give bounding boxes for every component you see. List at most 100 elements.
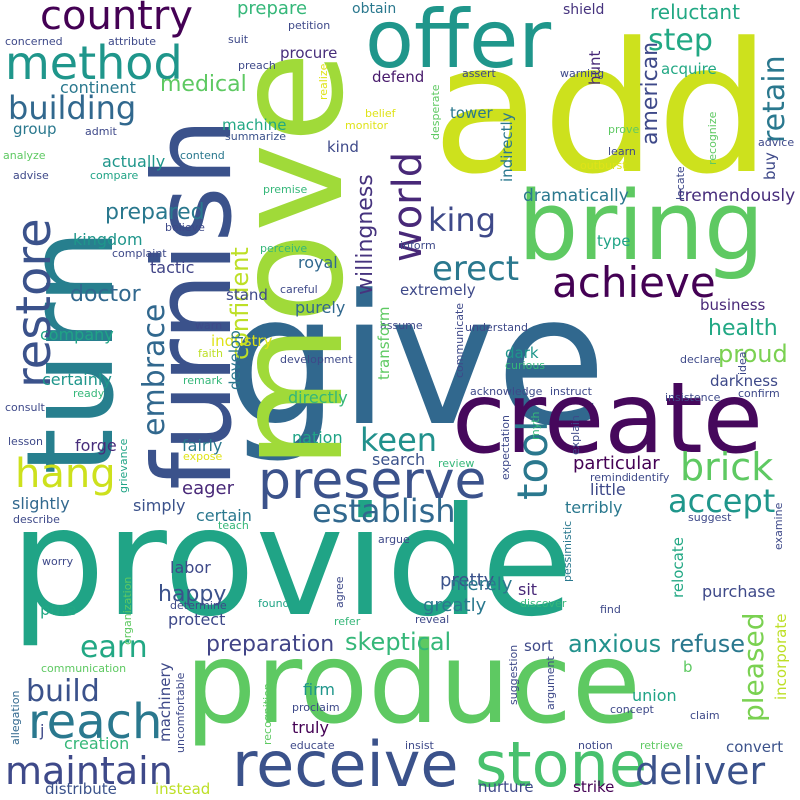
word-prepare: prepare: [237, 0, 308, 19]
word-health: health: [708, 316, 778, 341]
word-accept: accept: [668, 482, 776, 520]
word-truly: truly: [292, 718, 329, 737]
word-transform: transform: [375, 306, 393, 380]
word-pure: pure: [40, 600, 77, 619]
word-certainly: certainly: [42, 370, 112, 389]
word-offer: offer: [365, 0, 552, 86]
word-actually: actually: [102, 152, 166, 171]
word-assume: assume: [380, 319, 423, 332]
word-retrieve: retrieve: [640, 739, 683, 752]
word-kind: kind: [327, 138, 359, 156]
word-shield: shield: [563, 2, 605, 18]
word-attribute: attribute: [108, 35, 156, 48]
word-analyze: analyze: [3, 149, 46, 162]
word-preach: preach: [238, 59, 276, 72]
word-worry: worry: [42, 555, 74, 568]
word-produce: produce: [185, 619, 641, 749]
word-communicate: communicate: [453, 302, 466, 378]
word-grievance: grievance: [117, 438, 130, 493]
word-remark: remark: [183, 374, 223, 387]
word-summarize: summarize: [225, 130, 286, 143]
word-explain: explain: [569, 415, 582, 455]
word-argument: argument: [544, 656, 557, 710]
word-distribute: distribute: [45, 780, 117, 798]
word-recognize: recognize: [706, 111, 719, 165]
word-advise: advise: [13, 169, 49, 182]
word-reluctant: reluctant: [650, 0, 740, 24]
word-particular: particular: [573, 453, 660, 474]
word-b: b: [683, 658, 693, 676]
word-contend: contend: [180, 149, 225, 162]
word-instruct: instruct: [550, 385, 592, 398]
word-advice: advice: [758, 136, 795, 149]
word-declare: declare: [680, 353, 721, 366]
word-reach: reach: [28, 694, 163, 750]
word-doctor: doctor: [70, 282, 141, 307]
word-warn: warn: [195, 319, 223, 332]
word-development: development: [280, 353, 353, 366]
word-desperate: desperate: [429, 84, 442, 140]
word-greatly: greatly: [423, 595, 487, 616]
word-indirectly: indirectly: [498, 112, 516, 182]
word-learn: learn: [608, 145, 636, 158]
word-business: business: [700, 296, 766, 314]
word-country: country: [40, 0, 193, 39]
word-purely: purely: [295, 298, 346, 317]
word-simply: simply: [133, 496, 186, 515]
word-discover: discover: [520, 597, 567, 610]
word-assert: assert: [462, 67, 496, 80]
word-strike: strike: [573, 778, 615, 796]
word-search: search: [372, 450, 426, 469]
word-earn: earn: [80, 630, 148, 665]
word-idea: idea: [736, 351, 749, 375]
word-defend: defend: [372, 68, 425, 86]
word-american: american: [638, 41, 663, 145]
word-brick: brick: [680, 445, 774, 489]
word-convert: convert: [726, 738, 784, 756]
word-pleased: pleased: [737, 612, 770, 722]
word-provide: provide: [10, 476, 574, 650]
word-sit: sit: [518, 580, 538, 599]
word-build: build: [26, 674, 100, 709]
word-found: found: [258, 597, 290, 610]
word-building: building: [8, 89, 137, 127]
word-procure: procure: [280, 44, 338, 62]
word-method: method: [5, 36, 183, 90]
word-add: add: [432, 5, 771, 214]
word-complaint: complaint: [112, 247, 167, 260]
word-monitor: monitor: [345, 119, 389, 132]
word-allegation: allegation: [9, 690, 22, 745]
word-willingness: willingness: [353, 174, 378, 295]
word-recognition: recognition: [261, 683, 274, 745]
word-premise: premise: [263, 183, 308, 196]
word-retain: retain: [757, 55, 792, 143]
word-suggest: suggest: [688, 511, 732, 524]
word-describe: describe: [13, 513, 60, 526]
word-restore: restore: [6, 218, 62, 388]
word-machinery: machinery: [156, 662, 174, 742]
word-tactic: tactic: [150, 258, 195, 277]
word-continent: continent: [60, 78, 136, 97]
word-tower: tower: [450, 104, 493, 122]
word-lesson: lesson: [8, 435, 43, 448]
word-machine: machine: [222, 116, 287, 134]
word-expectation: expectation: [499, 414, 512, 480]
word-nurture: nurture: [478, 778, 534, 796]
word-erect: erect: [432, 249, 520, 289]
word-myth: myth: [529, 411, 542, 440]
word-compare: compare: [90, 169, 139, 182]
word-industry: industry: [211, 332, 273, 350]
word-uncomfortable: uncomfortable: [174, 672, 187, 753]
word-fairly: fairly: [182, 436, 223, 455]
word-perceive: perceive: [260, 242, 308, 255]
word-little: little: [590, 480, 626, 499]
word-organization: organization: [121, 576, 134, 645]
word-slightly: slightly: [12, 494, 70, 513]
word-belief: belief: [365, 107, 396, 120]
word-argue: argue: [378, 533, 410, 546]
word-dramatically: dramatically: [523, 186, 629, 206]
word-incorporate: incorporate: [772, 613, 790, 700]
word-pessimistic: pessimistic: [561, 520, 574, 582]
word-notion: notion: [578, 739, 613, 752]
